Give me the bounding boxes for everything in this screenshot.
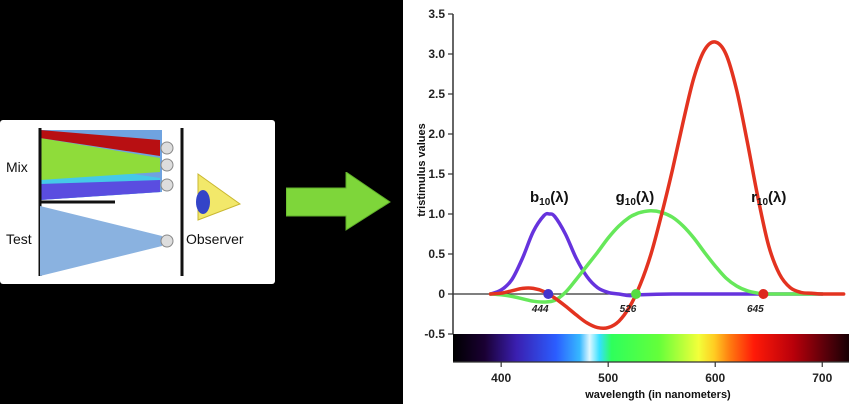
annotation-dot-526 xyxy=(631,289,642,299)
x-tick-label: 500 xyxy=(598,371,618,385)
observer-label: Observer xyxy=(186,231,244,247)
lamp-green xyxy=(160,158,174,172)
annotation-label-444: 444 xyxy=(531,304,549,315)
x-axis-title: wavelength (in nanometers) xyxy=(584,389,731,401)
annotation-dot-444 xyxy=(543,289,554,299)
y-tick-label: 0.5 xyxy=(428,247,445,261)
y-tick-label: 1.5 xyxy=(428,167,445,181)
x-tick-label: 700 xyxy=(812,371,832,385)
annotation-dot-645 xyxy=(758,289,769,299)
annotation-label-526: 526 xyxy=(620,304,637,315)
mix-label: Mix xyxy=(6,159,28,175)
series-label-g: g10(λ) xyxy=(616,189,655,208)
lamp-red xyxy=(160,141,174,155)
series-line-r xyxy=(488,40,846,331)
y-tick-label: 1.0 xyxy=(428,207,445,221)
mix-beam-red xyxy=(40,130,160,156)
y-tick-label: 3.0 xyxy=(428,47,445,61)
spectrum-bar xyxy=(453,334,849,362)
plot-area: -0.5 0 0.5 1.0 1.5 2.0 2.5 3.0 3.5 400 500 600 700 b1… xyxy=(424,7,849,385)
lamp-blue xyxy=(160,178,174,192)
eye-icon xyxy=(196,173,242,221)
annotation-label-645: 645 xyxy=(747,304,764,315)
lamp-test xyxy=(160,234,174,248)
mix-beam-violet xyxy=(40,180,160,200)
series-line-b xyxy=(488,211,824,298)
mix-beam-green xyxy=(40,138,160,180)
series-line-g xyxy=(488,209,824,304)
y-axis-title: tristimulus values xyxy=(416,123,428,217)
right-arrow-icon xyxy=(286,172,391,231)
color-matching-diagram: Mix Test Observer xyxy=(0,120,275,284)
y-tick-label: 0 xyxy=(438,287,445,301)
series-label-r: r10(λ) xyxy=(751,189,786,208)
y-tick-label: -0.5 xyxy=(424,327,445,341)
x-tick-label: 400 xyxy=(491,371,511,385)
test-beam xyxy=(40,206,162,276)
series-label-b: b10(λ) xyxy=(530,189,569,208)
y-tick-label: 3.5 xyxy=(428,7,445,21)
test-label: Test xyxy=(6,231,32,247)
tristimulus-chart: -0.5 0 0.5 1.0 1.5 2.0 2.5 3.0 3.5 400 500 600 700 b1… xyxy=(403,0,851,404)
x-tick-label: 600 xyxy=(705,371,725,385)
y-tick-label: 2.5 xyxy=(428,87,445,101)
y-tick-label: 2.0 xyxy=(428,127,445,141)
